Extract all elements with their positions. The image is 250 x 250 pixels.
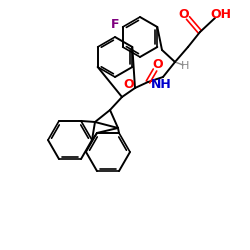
Text: O: O [124, 78, 134, 92]
Text: OH: OH [210, 8, 232, 20]
Text: F: F [110, 18, 119, 32]
Text: O: O [153, 58, 163, 71]
Text: O: O [179, 8, 189, 20]
Text: NH: NH [150, 78, 172, 90]
Text: H: H [181, 61, 189, 71]
